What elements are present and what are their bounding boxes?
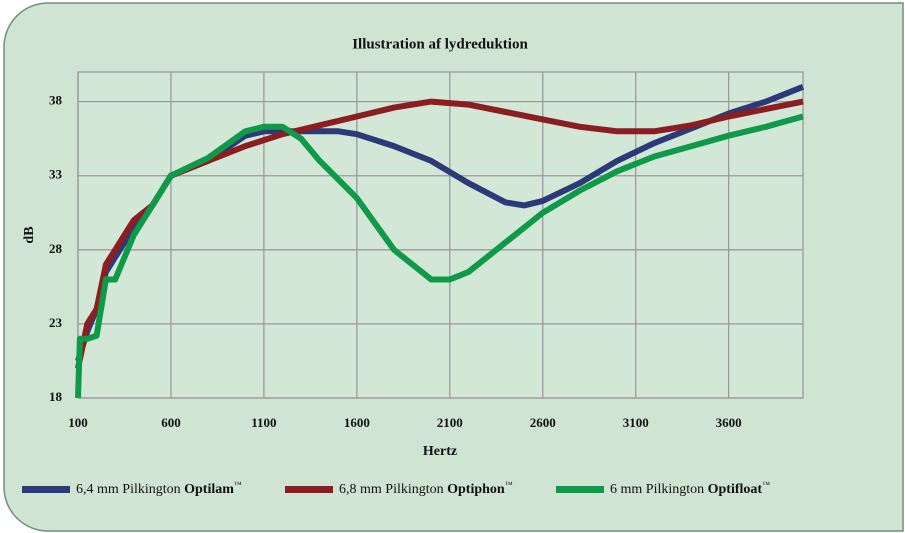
plot-area [78,72,803,398]
x-tick-label: 3600 [716,415,742,430]
x-axis-label: Hertz [423,444,457,459]
series-line [75,84,805,362]
y-tick-label: 23 [49,315,63,330]
y-tick-label: 28 [49,241,63,256]
series-line [75,98,804,370]
y-tick-label: 33 [49,167,63,182]
legend-swatch [22,486,70,493]
legend-label: 6 mm Pilkington Optifloat™ [610,480,770,497]
legend-label: 6,8 mm Pilkington Optiphon™ [339,480,513,497]
y-tick-label: 18 [49,389,63,404]
x-tick-label: 1100 [251,415,276,430]
y-axis-label: dB [22,226,37,243]
chart-title: Illustration af lydreduktion [352,36,528,52]
legend-swatch [285,486,333,493]
x-tick-label: 2600 [530,415,556,430]
plot-frame [77,71,804,399]
legend-swatch [556,486,604,493]
x-tick-label: 2100 [437,415,463,430]
x-tick-label: 1600 [344,415,370,430]
y-tick-label: 38 [49,93,63,108]
series-line [75,113,804,399]
x-tick-label: 600 [161,415,181,430]
x-tick-label: 100 [68,415,88,430]
legend-label: 6,4 mm Pilkington Optilam™ [76,480,242,497]
x-tick-label: 3100 [623,415,649,430]
